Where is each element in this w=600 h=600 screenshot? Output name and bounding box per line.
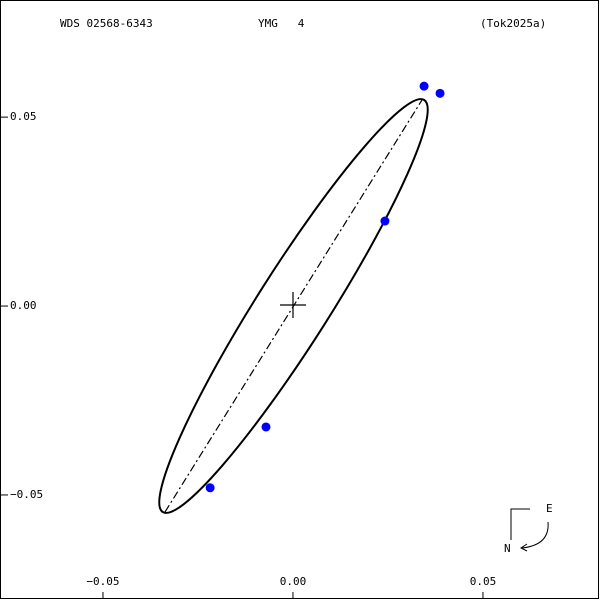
compass-e: E [546,502,553,515]
observation [380,216,390,226]
y-tick-label: 0.00 [10,299,37,312]
orbit [158,98,429,514]
compass-arrowhead [520,543,528,552]
y-tick-label: 0.05 [10,110,37,123]
header-name: YMG 4 [258,17,305,30]
header-ref: (Tok2025a) [480,17,546,30]
compass-n: N [504,542,511,555]
compass [510,508,549,552]
x-tick-label: 0.00 [280,575,307,588]
x-tick-label: −0.05 [86,575,119,588]
compass-axes [510,508,530,540]
observation [205,483,215,493]
header-id: WDS 02568-6343 [60,17,153,30]
compass-arrow [521,521,549,549]
observation [419,81,429,91]
y-tick-label: −0.05 [10,488,43,501]
observation [435,88,445,98]
observation [261,422,271,432]
x-tick-label: 0.05 [470,575,497,588]
